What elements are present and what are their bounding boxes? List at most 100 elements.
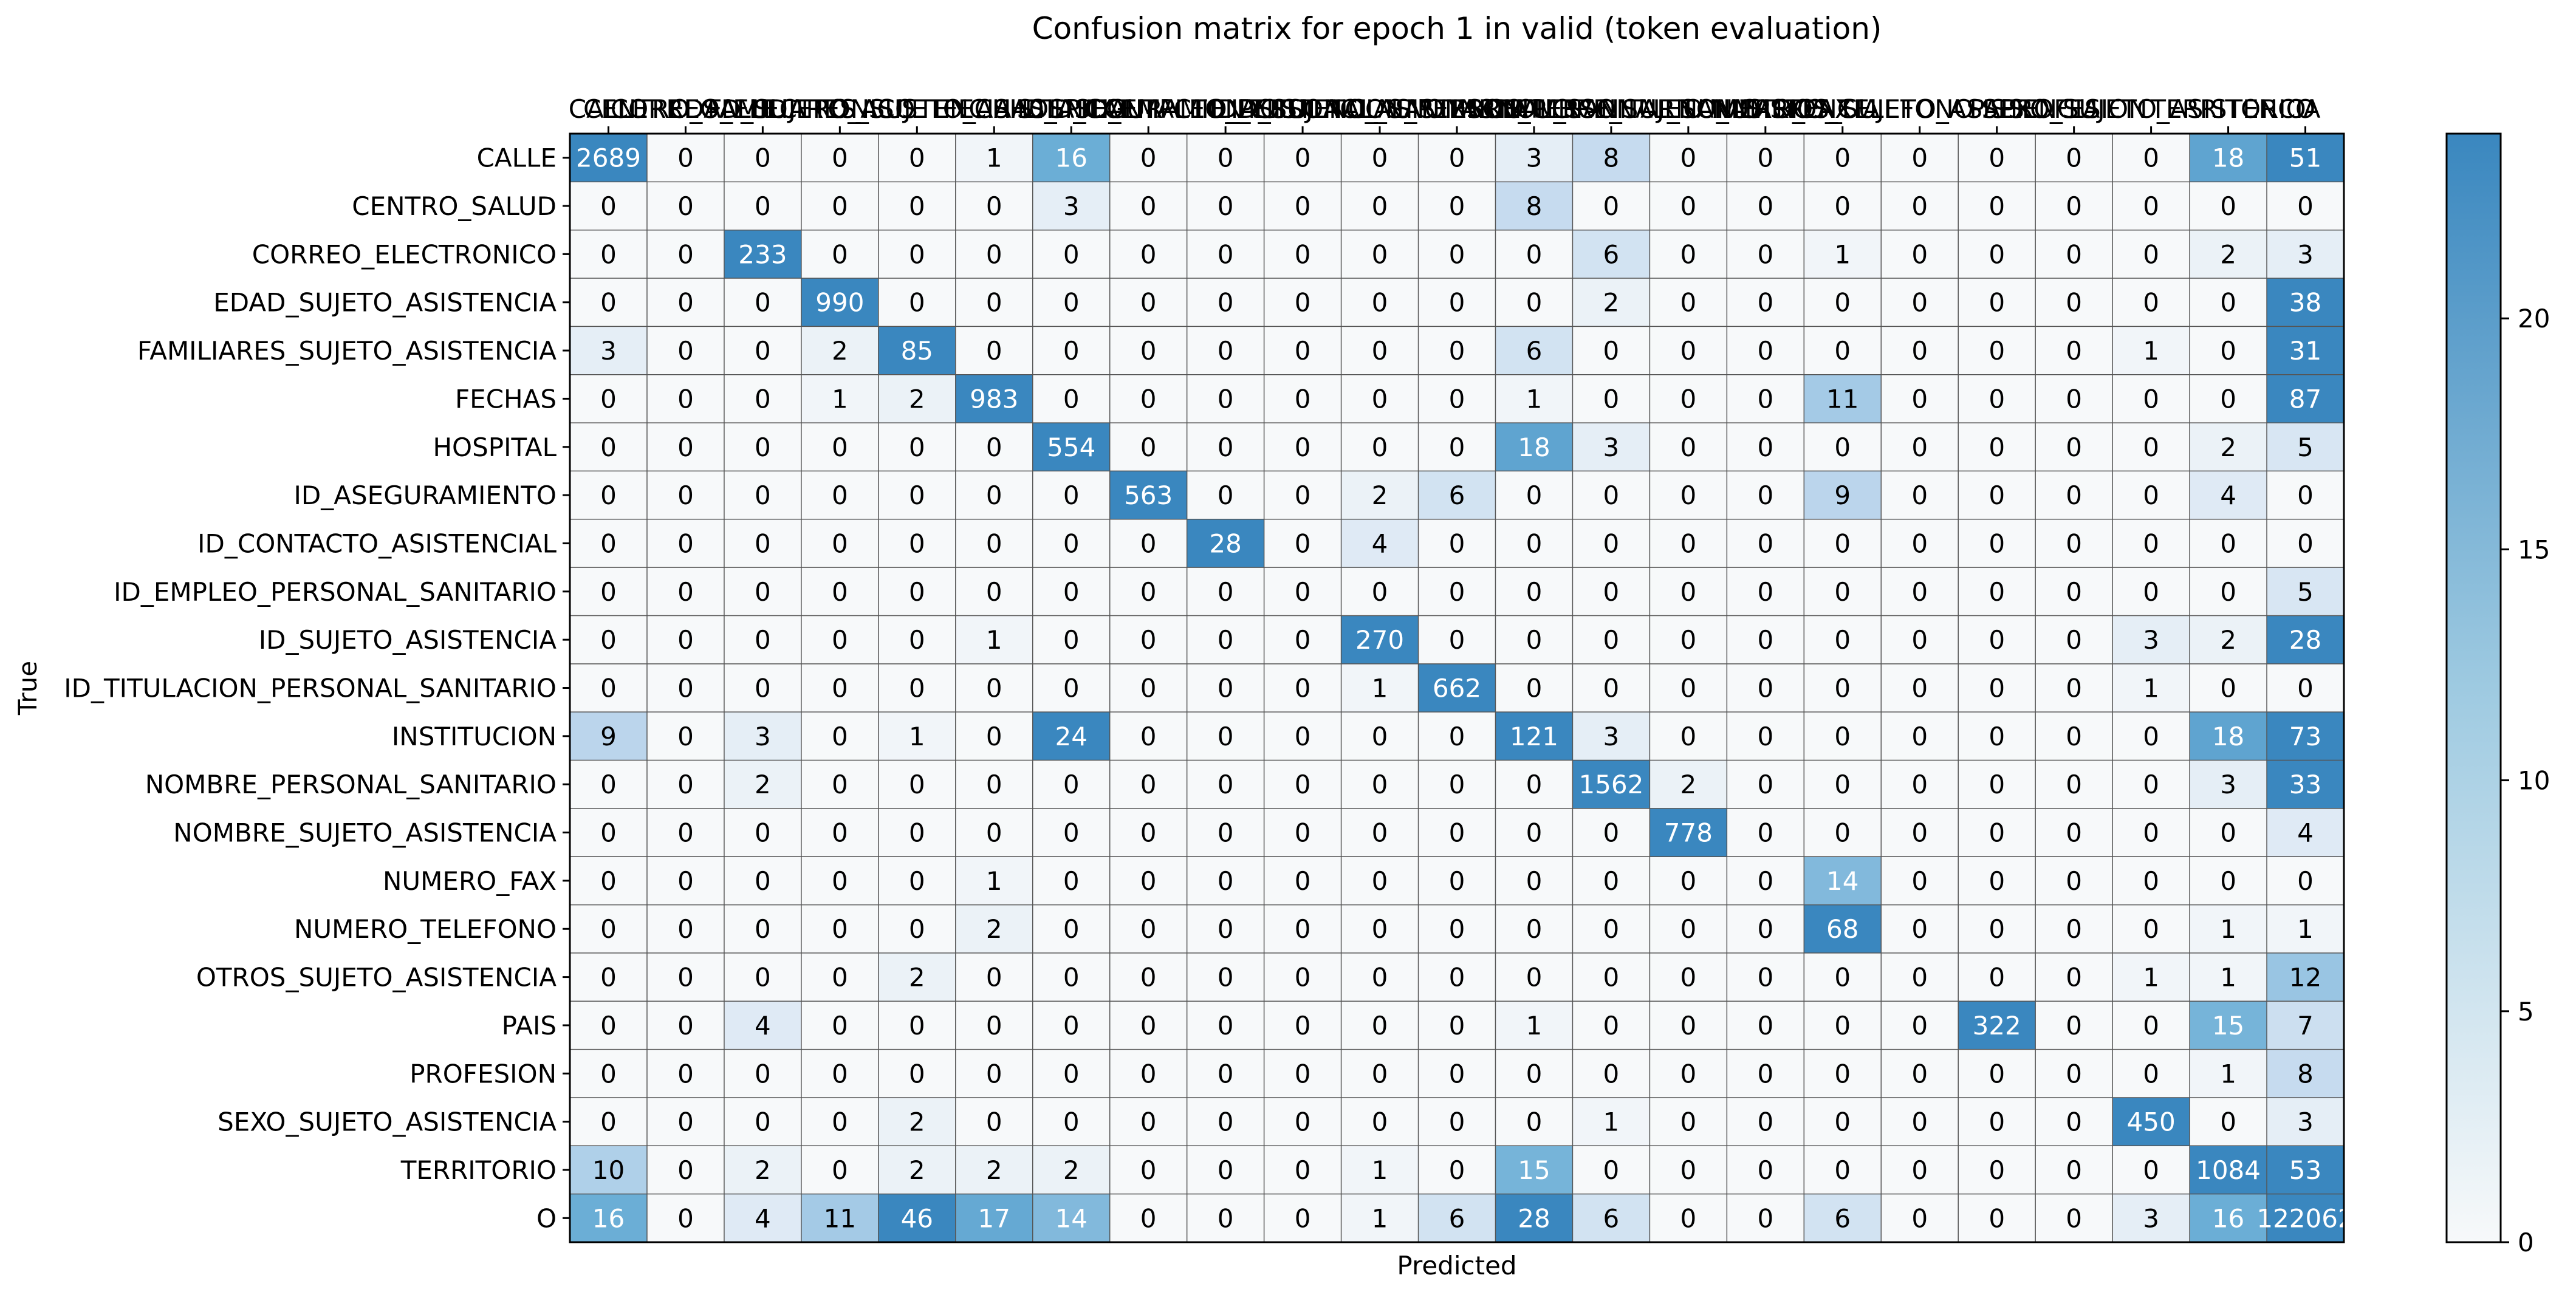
cell-value-label: 0 [1218,1011,1234,1041]
y-tick-label: CENTRO_SALUD [352,191,557,221]
cell-value-label: 0 [1063,818,1080,848]
cell-value-label: 3 [755,722,771,751]
cell-value-label: 0 [1526,674,1543,703]
cell-value-label: 0 [1757,963,1773,993]
cell-value-label: 0 [909,914,925,944]
matrix-cell [2190,230,2267,279]
matrix-cell [1572,1049,1650,1098]
cell-value-label: 0 [1911,336,1928,366]
cell-value-label: 0 [1140,1107,1157,1137]
cell-value-label: 0 [1218,577,1234,607]
cell-value-label: 0 [1834,577,1851,607]
matrix-cell [570,1146,648,1195]
cell-value-label: 0 [1140,528,1157,558]
matrix-cell [2267,1146,2345,1195]
cell-value-label: 0 [1911,963,1928,993]
cell-value-label: 0 [1140,963,1157,993]
cell-value-label: 233 [738,239,787,269]
cell-value-label: 0 [1218,480,1234,510]
matrix-cell [2035,134,2113,182]
matrix-cell [1341,808,1419,857]
matrix-cell [1264,663,1342,713]
matrix-cell [1649,230,1727,279]
cell-value-label: 2 [909,1107,925,1137]
cell-value-label: 0 [986,770,1002,799]
matrix-cell [2112,904,2190,954]
cell-value-label: 0 [1140,818,1157,848]
cell-value-label: 33 [2289,770,2321,799]
cell-value-label: 0 [600,577,617,607]
matrix-cell [1109,1049,1188,1098]
matrix-cell [878,663,956,713]
cell-value-label: 0 [1372,384,1388,414]
matrix-cell [1572,326,1650,375]
cell-value-label: 0 [986,1107,1002,1137]
cell-value-label: 16 [1055,143,1087,173]
matrix-cell [1264,182,1342,231]
matrix-cell [801,712,879,761]
cell-value-label: 0 [677,866,694,896]
cell-value-label: 0 [2297,528,2314,558]
cell-value-label: 0 [2066,625,2082,655]
cell-value-label: 0 [1218,288,1234,318]
cell-value-label: 0 [2143,722,2159,751]
cell-value-label: 0 [1526,1107,1543,1137]
cell-value-label: 0 [600,384,617,414]
cell-value-label: 0 [2143,432,2159,462]
matrix-cell [1495,374,1573,423]
cell-value-label: 0 [1140,770,1157,799]
cell-value-label: 11 [824,1203,856,1233]
matrix-cell [2267,471,2345,520]
matrix-cell [1418,182,1496,231]
cell-value-label: 0 [600,1107,617,1137]
cell-value-label: 0 [1834,528,1851,558]
cell-value-label: 0 [1218,1059,1234,1089]
matrix-cell [2035,1049,2113,1098]
cell-value-label: 0 [1757,480,1773,510]
matrix-cell [1727,134,1804,182]
cell-value-label: 1 [1834,239,1851,269]
matrix-cell [1187,326,1265,375]
cell-value-label: 1 [1526,1011,1543,1041]
matrix-cell [646,952,725,1002]
matrix-cell [955,567,1033,616]
cell-value-label: 1 [1526,384,1543,414]
cell-value-label: 0 [1295,866,1311,896]
cell-value-label: 1 [2143,674,2159,703]
cell-value-label: 0 [1295,1011,1311,1041]
cell-value-label: 2 [986,914,1002,944]
cell-value-label: 0 [600,914,617,944]
matrix-cell [646,856,725,906]
cell-value-label: 0 [755,914,771,944]
matrix-cell [1958,904,2036,954]
cell-value-label: 28 [1518,1203,1550,1233]
cell-value-label: 0 [1140,1155,1157,1185]
matrix-cell [878,230,956,279]
matrix-cell [2035,856,2113,906]
cell-value-label: 0 [2143,866,2159,896]
cell-value-label: 0 [677,770,694,799]
cell-value-label: 0 [2066,1107,2082,1137]
cell-value-label: 0 [1218,432,1234,462]
cell-value-label: 0 [1989,432,2005,462]
matrix-cell [1109,904,1188,954]
matrix-cell [1727,1146,1804,1195]
cell-value-label: 122062 [2256,1203,2354,1233]
cell-value-label: 1 [2220,914,2236,944]
cell-value-label: 0 [1140,1011,1157,1041]
matrix-cell [801,856,879,906]
cell-value-label: 0 [1911,674,1928,703]
matrix-cell [2190,952,2267,1002]
cell-value-label: 0 [1372,239,1388,269]
matrix-cell [1341,519,1419,568]
cell-value-label: 0 [1449,914,1465,944]
matrix-cell [1341,423,1419,471]
matrix-cell [1881,760,1959,809]
cell-value-label: 0 [1989,577,2005,607]
matrix-cell [955,1146,1033,1195]
matrix-cell [1032,1097,1111,1146]
matrix-cell [724,712,802,761]
cell-value-label: 0 [600,191,617,221]
matrix-cell [1804,1146,1882,1195]
cell-value-label: 0 [2143,577,2159,607]
